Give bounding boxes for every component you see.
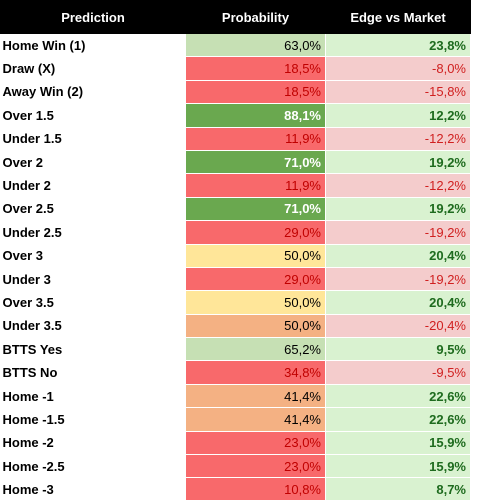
edge-cell: -8,0%: [325, 56, 471, 81]
edge-cell: 15,9%: [325, 431, 471, 456]
edge-cell: -12,2%: [325, 127, 471, 151]
table-body: Home Win (1) 63,0% 23,8% Draw (X) 18,5% -8,0%…: [0, 33, 471, 500]
prediction-cell: Under 1.5: [0, 127, 186, 151]
prediction-cell: BTTS Yes: [0, 337, 186, 362]
prediction-cell: Home -2: [0, 431, 186, 456]
table-row: Under 1.5 11,9% -12,2%: [0, 127, 471, 151]
probability-cell: 23,0%: [185, 431, 326, 456]
probability-cell: 11,9%: [185, 173, 326, 198]
table-row: Home -3 10,8% 8,7%: [0, 477, 471, 500]
table-row: Home -2.5 23,0% 15,9%: [0, 454, 471, 479]
probability-cell: 65,2%: [185, 337, 326, 362]
table-row: Away Win (2) 18,5% -15,8%: [0, 80, 471, 105]
header-cell: Prediction: [0, 0, 186, 34]
table-row: Over 2 71,0% 19,2%: [0, 150, 471, 175]
table-row: BTTS No 34,8% -9,5%: [0, 360, 471, 385]
edge-cell: 23,8%: [325, 33, 471, 58]
header-cell: Edge vs Market: [325, 0, 471, 34]
prediction-cell: Home -1: [0, 384, 186, 409]
prediction-cell: Over 3.5: [0, 290, 186, 315]
probability-cell: 50,0%: [185, 244, 326, 268]
prediction-cell: Home -2.5: [0, 454, 186, 479]
table-row: Over 1.5 88,1% 12,2%: [0, 103, 471, 128]
table-row: Over 2.5 71,0% 19,2%: [0, 197, 471, 222]
probability-cell: 71,0%: [185, 150, 326, 175]
probability-cell: 71,0%: [185, 197, 326, 222]
edge-cell: 9,5%: [325, 337, 471, 362]
edge-cell: -19,2%: [325, 220, 471, 245]
edge-cell: 12,2%: [325, 103, 471, 128]
header-cell: Probability: [185, 0, 326, 34]
prediction-cell: Draw (X): [0, 56, 186, 81]
probability-cell: 63,0%: [185, 33, 326, 58]
table-row: Home -1 41,4% 22,6%: [0, 384, 471, 409]
probability-cell: 41,4%: [185, 407, 326, 432]
prediction-cell: Under 2.5: [0, 220, 186, 245]
edge-cell: 22,6%: [325, 407, 471, 432]
table-row: Under 2.5 29,0% -19,2%: [0, 220, 471, 245]
probability-cell: 29,0%: [185, 220, 326, 245]
probability-cell: 18,5%: [185, 56, 326, 81]
probability-cell: 34,8%: [185, 360, 326, 385]
probability-cell: 10,8%: [185, 477, 326, 500]
edge-cell: 19,2%: [325, 150, 471, 175]
edge-cell: 20,4%: [325, 244, 471, 268]
prediction-cell: Home -3: [0, 477, 186, 500]
prediction-cell: Under 3: [0, 267, 186, 292]
prediction-table: Prediction Probability Edge vs Market Ho…: [0, 0, 471, 500]
edge-cell: 8,7%: [325, 477, 471, 500]
prediction-cell: Over 2.5: [0, 197, 186, 222]
probability-cell: 50,0%: [185, 314, 326, 339]
probability-cell: 11,9%: [185, 127, 326, 151]
edge-cell: 22,6%: [325, 384, 471, 409]
edge-cell: 19,2%: [325, 197, 471, 222]
prediction-cell: Home -1.5: [0, 407, 186, 432]
table-row: BTTS Yes 65,2% 9,5%: [0, 337, 471, 362]
probability-cell: 23,0%: [185, 454, 326, 479]
prediction-cell: Under 2: [0, 173, 186, 198]
edge-cell: 15,9%: [325, 454, 471, 479]
edge-cell: 20,4%: [325, 290, 471, 315]
header-row: Prediction Probability Edge vs Market: [0, 0, 471, 34]
edge-cell: -15,8%: [325, 80, 471, 105]
table-row: Draw (X) 18,5% -8,0%: [0, 56, 471, 81]
prediction-cell: Over 2: [0, 150, 186, 175]
table-row: Under 2 11,9% -12,2%: [0, 173, 471, 198]
edge-cell: -9,5%: [325, 360, 471, 385]
prediction-cell: Home Win (1): [0, 33, 186, 58]
probability-cell: 29,0%: [185, 267, 326, 292]
table-row: Under 3 29,0% -19,2%: [0, 267, 471, 292]
probability-cell: 50,0%: [185, 290, 326, 315]
table-row: Over 3 50,0% 20,4%: [0, 244, 471, 268]
prediction-cell: Away Win (2): [0, 80, 186, 105]
table-row: Over 3.5 50,0% 20,4%: [0, 290, 471, 315]
prediction-cell: Over 1.5: [0, 103, 186, 128]
table-row: Under 3.5 50,0% -20,4%: [0, 314, 471, 339]
probability-cell: 88,1%: [185, 103, 326, 128]
prediction-cell: Over 3: [0, 244, 186, 268]
table-header: Prediction Probability Edge vs Market: [0, 0, 471, 34]
table-row: Home -2 23,0% 15,9%: [0, 431, 471, 456]
prediction-cell: Under 3.5: [0, 314, 186, 339]
edge-cell: -12,2%: [325, 173, 471, 198]
probability-cell: 41,4%: [185, 384, 326, 409]
prediction-cell: BTTS No: [0, 360, 186, 385]
edge-cell: -20,4%: [325, 314, 471, 339]
table-row: Home Win (1) 63,0% 23,8%: [0, 33, 471, 58]
probability-cell: 18,5%: [185, 80, 326, 105]
table-row: Home -1.5 41,4% 22,6%: [0, 407, 471, 432]
edge-cell: -19,2%: [325, 267, 471, 292]
